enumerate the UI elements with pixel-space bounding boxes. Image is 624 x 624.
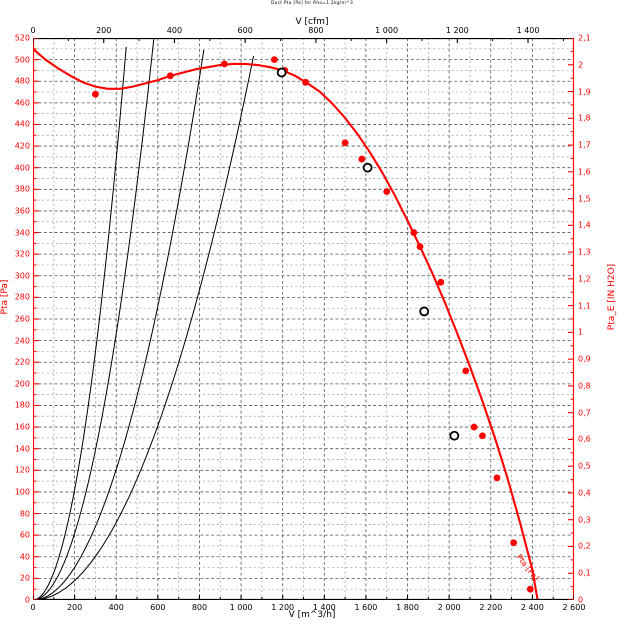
left-axis-tick-label: 460: [14, 98, 30, 108]
left-axis-tick-label: 220: [14, 357, 30, 367]
left-axis-tick-label: 120: [14, 465, 30, 475]
right-axis-tick-label: 1,5: [578, 194, 591, 204]
left-axis-tick-label: 340: [14, 228, 30, 238]
operating-point-3[interactable]: [419, 306, 430, 317]
fan-curve-data-point[interactable]: [493, 474, 501, 482]
top-axis-tick-label: 1 000: [375, 26, 399, 35]
left-axis-tick-label: 140: [14, 444, 30, 454]
right-axis-title: Pta_E [IN H2O]: [607, 263, 617, 331]
fan-curve-data-point[interactable]: [470, 423, 478, 431]
operating-point-2[interactable]: [362, 162, 373, 173]
right-axis-tick-label: 0,1: [578, 568, 591, 578]
fan-curve-data-point[interactable]: [479, 432, 486, 440]
fan-curve-line: [33, 47, 539, 600]
right-axis-tick-label: 0,6: [578, 434, 591, 444]
right-axis-tick-label: 1,2: [578, 274, 591, 284]
left-axis-tick-label: 400: [14, 163, 30, 173]
left-axis-tick-label: 360: [14, 206, 30, 216]
left-axis-tick-label: 380: [14, 184, 30, 194]
fan-curve-data-point[interactable]: [462, 367, 470, 375]
right-axis-tick-label: 1,7: [578, 140, 591, 150]
fan-curve-data-point[interactable]: [302, 78, 309, 86]
left-axis-tick-label: 440: [14, 119, 30, 129]
right-axis-tick-label: 1,3: [578, 247, 591, 257]
top-axis-tick-label: 200: [96, 26, 112, 35]
top-axis-tick-label: 800: [308, 26, 324, 35]
plot-svg: [33, 38, 574, 600]
right-axis-tick-label: 1,6: [578, 167, 591, 177]
left-axis-tick-label: 320: [14, 249, 30, 259]
left-axis-tick-label: 0: [24, 595, 30, 605]
right-axis-tick-label: 0: [578, 595, 584, 605]
fan-curve-data-point[interactable]: [410, 229, 418, 236]
right-axis-tick-label: 1,9: [578, 87, 591, 97]
right-axis-tick-label: 1,1: [578, 301, 591, 311]
left-axis-tick-label: 40: [19, 552, 30, 562]
fan-curve-data-point[interactable]: [416, 243, 424, 250]
system-curve-2: [33, 39, 155, 600]
fan-curve-data-point[interactable]: [510, 539, 518, 547]
left-axis-tick-label: 80: [19, 509, 30, 519]
left-axis-tick-label: 100: [14, 487, 30, 497]
left-axis-title: Pta [Pa]: [0, 279, 10, 315]
right-axis-tick-label: 0,4: [578, 488, 591, 498]
right-axis-tick-label: 1: [578, 327, 584, 337]
bottom-axis-title: V [m^3/h]: [288, 610, 336, 620]
operating-point-1[interactable]: [276, 67, 287, 78]
fan-curve-data-point[interactable]: [92, 90, 99, 98]
right-axis-tick-label: 0,3: [578, 515, 591, 525]
fan-curve-data-point[interactable]: [383, 188, 391, 195]
fan-curve-data-point[interactable]: [221, 60, 228, 68]
right-axis-tick-label: 1,4: [578, 220, 591, 230]
left-axis-tick-label: 480: [14, 76, 30, 86]
left-axis-tick-label: 200: [14, 379, 30, 389]
left-axis-tick-label: 180: [14, 400, 30, 410]
right-axis-tick-label: 2: [578, 60, 584, 70]
right-axis-tick-label: 2,1: [578, 33, 591, 43]
right-axis-tick-label: 1,8: [578, 113, 591, 123]
chart-title: Duct Pta [Pa] for Rho=1.2kg/m^3: [270, 1, 354, 6]
top-axis-tick-label: 0: [30, 26, 36, 35]
right-axis-tick-label: 0,9: [578, 354, 591, 364]
fan-curve-data-point[interactable]: [341, 139, 349, 147]
system-curve-3: [33, 49, 205, 600]
top-axis-title: V [cfm]: [295, 17, 329, 27]
top-axis-tick-label: 1 400: [516, 26, 540, 35]
operating-point-4[interactable]: [449, 430, 460, 441]
fan-curve-data-point[interactable]: [526, 585, 534, 593]
top-axis-tick-label: 600: [237, 26, 253, 35]
left-axis-tick-label: 420: [14, 141, 30, 151]
left-axis-tick-label: 60: [19, 530, 30, 540]
right-axis-tick-label: 0,5: [578, 461, 591, 471]
left-axis-tick-label: 520: [14, 33, 30, 43]
top-axis-tick-label: 1 200: [445, 26, 469, 35]
fan-curve-data-point[interactable]: [270, 56, 278, 64]
system-curve-4: [33, 55, 255, 600]
left-axis-tick-label: 20: [19, 573, 30, 583]
fan-curve-data-point[interactable]: [358, 155, 366, 163]
right-axis-tick-label: 0,7: [578, 408, 591, 418]
left-axis-tick-label: 500: [14, 55, 30, 65]
fan-curve-data-point[interactable]: [166, 72, 174, 80]
fan-curve-data-point[interactable]: [437, 278, 445, 286]
right-axis-tick-label: 0,2: [578, 541, 591, 551]
left-axis-tick-label: 160: [14, 422, 30, 432]
system-curve-1: [33, 46, 127, 600]
top-axis-tick-label: 400: [166, 26, 183, 35]
plot-area: [33, 38, 574, 600]
left-axis-tick-label: 240: [14, 336, 30, 346]
right-axis-tick-label: 0,8: [578, 381, 591, 391]
